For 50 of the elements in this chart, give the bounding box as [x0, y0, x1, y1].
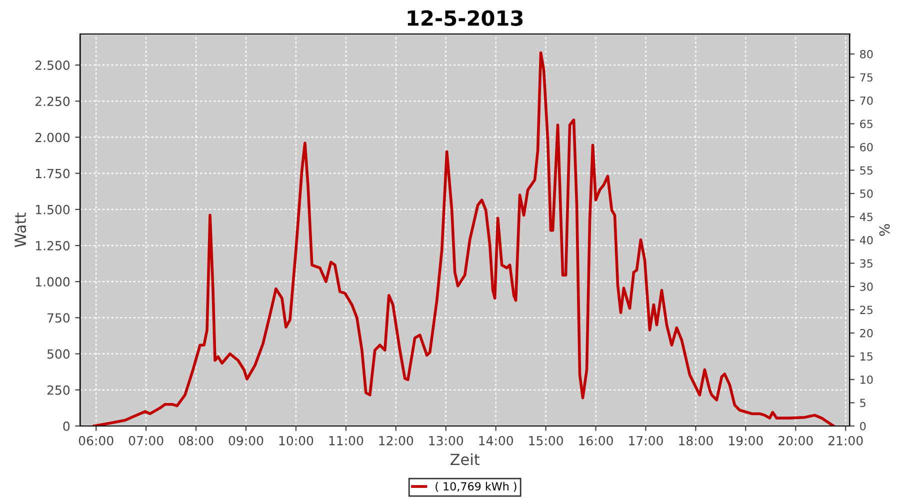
y-tick-label: 0: [63, 421, 70, 431]
x-tick-label: 14:00: [479, 436, 514, 446]
y2-tick-label: 60: [860, 142, 873, 152]
x-tick-label: 06:00: [78, 436, 114, 446]
y-tick-label: 1.500: [36, 204, 70, 214]
y2-tick-label: 80: [860, 50, 873, 58]
x-tick-label: 16:00: [579, 436, 613, 446]
x-tick-label: 09:00: [228, 436, 264, 446]
y-tick-label: 2.000: [36, 132, 70, 142]
y2-tick-label: 40: [860, 236, 873, 244]
x-tick-label: 10:00: [279, 436, 314, 446]
y-tick-label: 1.000: [36, 277, 70, 287]
x-tick-label: 19:00: [729, 436, 763, 446]
x-tick-label: 21:00: [828, 436, 863, 446]
y-tick-label: 750: [48, 313, 70, 323]
y2-tick-label: 55: [860, 166, 872, 175]
y2-tick-label: 70: [860, 96, 873, 105]
x-tick-label: 11:00: [329, 436, 364, 446]
x-tick-label: 08:00: [178, 436, 214, 446]
x-tick-label: 12:00: [379, 436, 414, 446]
y2-tick-label: 15: [860, 352, 872, 361]
y-tick-label: 250: [47, 385, 70, 395]
y2-tick-label: 30: [860, 282, 873, 291]
x-tick-label: 13:00: [429, 436, 464, 446]
chart-title: 12-5-2013: [408, 10, 523, 26]
y-tick-label: 1.250: [36, 240, 70, 250]
legend-label: ( 10,769 kWh ): [436, 482, 516, 492]
y-tick-label: 1.750: [36, 168, 70, 178]
y-tick-label: 2.250: [36, 96, 70, 106]
y2-tick-label: 75: [860, 73, 872, 82]
y2-axis-title: %: [879, 224, 890, 236]
x-axis-title: Zeit: [450, 453, 480, 466]
y2-tick-label: 65: [860, 120, 872, 128]
x-tick-label: 17:00: [629, 436, 663, 446]
y2-tick-label: 45: [860, 212, 872, 222]
y2-tick-label: 35: [860, 259, 872, 268]
y2-tick-label: 5: [860, 398, 866, 408]
x-tick-label: 15:00: [529, 436, 563, 446]
y-axis-title: Watt: [14, 212, 26, 248]
x-tick-label: 07:00: [128, 436, 164, 446]
y-tick-label: 500: [47, 349, 70, 359]
y2-tick-label: 0: [860, 422, 866, 430]
y-tick-label: 2.500: [36, 60, 70, 70]
x-tick-label: 20:00: [778, 436, 813, 446]
y2-tick-label: 50: [860, 189, 873, 198]
y2-tick-label: 20: [860, 328, 873, 338]
line-series: [92, 51, 835, 426]
x-tick-label: 18:00: [679, 436, 713, 446]
y2-tick-label: 25: [860, 306, 872, 314]
y2-tick-label: 10: [860, 375, 873, 384]
